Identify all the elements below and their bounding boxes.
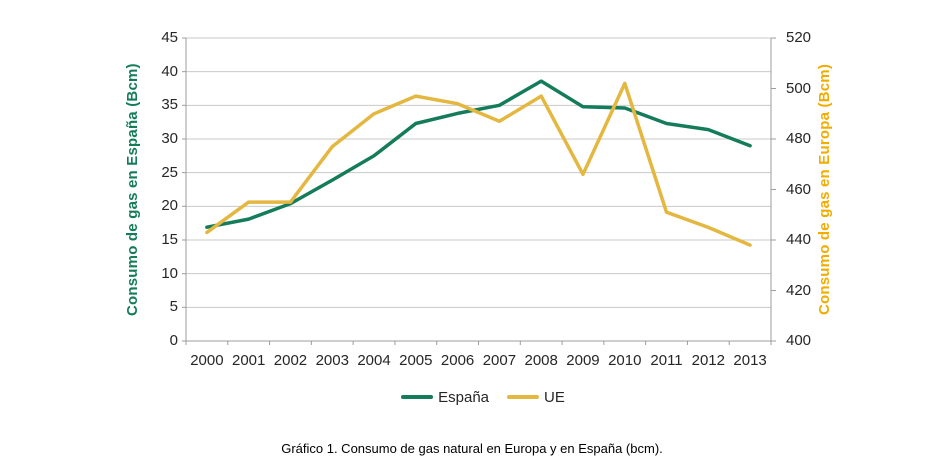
left-axis-tick-label: 30 xyxy=(161,130,178,147)
right-axis-tick-label: 460 xyxy=(786,180,812,198)
legend-label: UE xyxy=(544,388,565,406)
left-axis-tick-label: 40 xyxy=(161,62,178,80)
legend: España UE xyxy=(190,388,776,406)
x-axis-tick-label: 2005 xyxy=(399,352,433,369)
right-axis-tick-label: 420 xyxy=(786,281,812,299)
x-axis-tick-label: 2007 xyxy=(482,352,517,369)
left-axis-tick-label: 15 xyxy=(161,231,178,248)
x-axis-tick-label: 2011 xyxy=(650,352,683,369)
x-axis-tick-label: 2000 xyxy=(190,352,224,369)
right-axis-tick-label: 500 xyxy=(786,79,812,97)
x-axis-tick-label: 2001 xyxy=(231,352,266,369)
legend-swatch xyxy=(401,395,434,399)
x-axis-tick-label: 2008 xyxy=(524,352,558,369)
left-axis-tick-label: 5 xyxy=(169,298,178,316)
left-axis-tick-label: 20 xyxy=(161,197,178,215)
series-line-ue xyxy=(205,81,752,247)
x-axis-tick-label: 2012 xyxy=(691,352,725,369)
right-axis-tick-label: 440 xyxy=(786,231,812,248)
left-axis-title: Consumo de gas en España (Bcm) xyxy=(124,63,141,316)
left-axis-tick-label: 25 xyxy=(161,163,178,181)
x-axis-tick-label: 2013 xyxy=(733,352,767,369)
left-axis-tick-label: 10 xyxy=(161,264,178,282)
x-axis-tick-label: 2006 xyxy=(440,352,475,369)
x-axis-tick-label: 2004 xyxy=(357,352,391,369)
legend-swatch xyxy=(507,395,540,399)
series-line-españa xyxy=(205,79,752,229)
left-axis-tick-label: 0 xyxy=(169,332,178,349)
x-axis-tick-label: 2003 xyxy=(315,352,349,369)
right-axis-tick-label: 400 xyxy=(786,332,812,349)
x-axis-tick-label: 2010 xyxy=(608,352,642,369)
legend-label: España xyxy=(438,388,490,406)
x-axis-tick-label: 2002 xyxy=(273,352,308,369)
legend-item-españa: España xyxy=(401,389,489,406)
x-axis-tick-label: 2009 xyxy=(566,352,600,369)
left-axis-tick-label: 45 xyxy=(161,29,178,46)
chart-caption: Gráfico 1. Consumo de gas natural en Eur… xyxy=(281,441,663,456)
legend-item-ue: UE xyxy=(507,389,565,406)
right-axis-tick-label: 520 xyxy=(786,29,812,46)
right-axis-tick-label: 480 xyxy=(786,130,812,147)
left-axis-tick-label: 35 xyxy=(161,96,178,114)
